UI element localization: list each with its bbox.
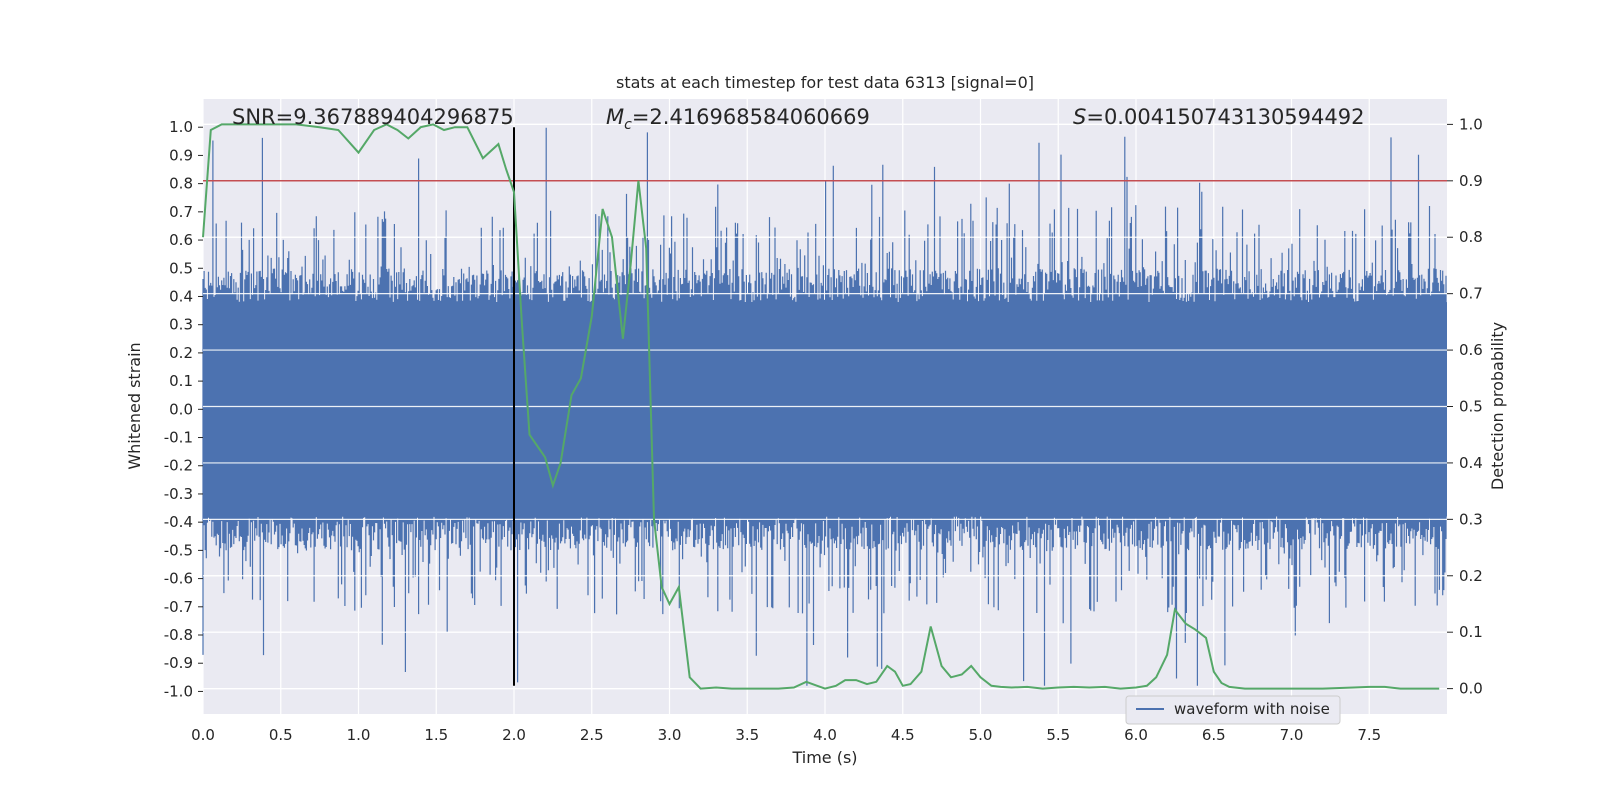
waveform-series: [202, 123, 1447, 690]
y2-axis-label: Detection probability: [1488, 322, 1507, 490]
y2-axis-ticks: 1.0 0.9 0.8 0.7 0.6 0.5 0.4 0.3 0.2 0.1 0.0: [1447, 115, 1483, 698]
chirp-mass-annotation: Mc=2.416968584060669: [606, 105, 870, 133]
chart-title: stats at each timestep for test data 631…: [616, 73, 1034, 92]
snr-annotation: SNR=9.367889404296875: [232, 105, 514, 129]
y-tick-label: -1.0: [164, 682, 193, 700]
y2-tick-label: 0.9: [1459, 172, 1483, 190]
y-tick-label: 0.5: [169, 259, 193, 277]
s-symbol: S: [1073, 105, 1086, 129]
y2-tick-label: 0.1: [1459, 623, 1483, 641]
y2-tick-label: 0.0: [1459, 680, 1483, 698]
y2-tick-label: 0.6: [1459, 341, 1483, 359]
x-axis-ticks: 0.0 0.5 1.0 1.5 2.0 2.5 3.0 3.5 4.0 4.5 5.0 5.5 6.0 6…: [191, 726, 1381, 744]
x-tick-label: 7.0: [1280, 726, 1304, 744]
y-tick-label: -0.4: [164, 513, 193, 531]
legend: waveform with noise: [1125, 695, 1341, 725]
y-tick-label: -0.3: [164, 485, 193, 503]
y-tick-label: 0.7: [169, 203, 193, 221]
x-tick-label: 1.5: [424, 726, 448, 744]
y-tick-label: -0.6: [164, 570, 193, 588]
y-tick-label: -0.8: [164, 626, 193, 644]
x-tick-label: 5.5: [1046, 726, 1070, 744]
y2-tick-label: 0.4: [1459, 454, 1483, 472]
x-tick-label: 4.0: [813, 726, 837, 744]
y-axis-label: Whitened strain: [125, 342, 144, 469]
y-tick-label: 1.0: [169, 118, 193, 136]
y-tick-label: -0.9: [164, 654, 193, 672]
y2-tick-label: 0.7: [1459, 285, 1483, 303]
x-tick-label: 6.5: [1202, 726, 1226, 744]
y2-tick-label: 0.2: [1459, 567, 1483, 585]
legend-label: waveform with noise: [1174, 700, 1330, 718]
y-tick-label: 0.0: [169, 400, 193, 418]
y-tick-label: 0.3: [169, 316, 193, 334]
x-tick-label: 0.0: [191, 726, 215, 744]
y-tick-label: 0.4: [169, 287, 193, 305]
x-tick-label: 3.5: [735, 726, 759, 744]
y2-tick-label: 1.0: [1459, 115, 1483, 133]
y-tick-label: -0.2: [164, 457, 193, 475]
x-tick-label: 0.5: [269, 726, 293, 744]
y-tick-label: -0.1: [164, 429, 193, 447]
legend-box: [1125, 695, 1341, 725]
y-tick-label: -0.5: [164, 541, 193, 559]
s-annotation: S=0.004150743130594492: [1073, 105, 1364, 129]
y-tick-label: 0.2: [169, 344, 193, 362]
s-value: =0.004150743130594492: [1086, 105, 1364, 129]
x-tick-label: 5.0: [969, 726, 993, 744]
x-axis-label: Time (s): [791, 748, 857, 767]
y-tick-label: 0.1: [169, 372, 193, 390]
y-axis-ticks: 1.0 0.9 0.8 0.7 0.6 0.5 0.4 0.3 0.2 0.1 0.0 -0.1 -0.…: [164, 118, 203, 700]
waveform-upper-spikes: [202, 127, 1447, 410]
x-tick-label: 2.0: [502, 726, 526, 744]
mc-subscript: c: [624, 117, 632, 133]
y-tick-label: 0.9: [169, 146, 193, 164]
y-tick-label: 0.6: [169, 231, 193, 249]
mc-symbol: M: [606, 105, 624, 129]
x-tick-label: 4.5: [891, 726, 915, 744]
mc-value: =2.416968584060669: [632, 105, 870, 129]
x-tick-label: 6.0: [1124, 726, 1148, 744]
detection-probability-line: [202, 123, 1440, 690]
y2-tick-label: 0.5: [1459, 398, 1483, 416]
x-tick-label: 1.0: [347, 726, 371, 744]
y-tick-label: -0.7: [164, 598, 193, 616]
x-tick-label: 2.5: [580, 726, 604, 744]
y2-tick-label: 0.8: [1459, 228, 1483, 246]
x-tick-label: 3.0: [658, 726, 682, 744]
x-tick-label: 7.5: [1357, 726, 1381, 744]
y2-tick-label: 0.3: [1459, 510, 1483, 528]
y-tick-label: 0.8: [169, 175, 193, 193]
